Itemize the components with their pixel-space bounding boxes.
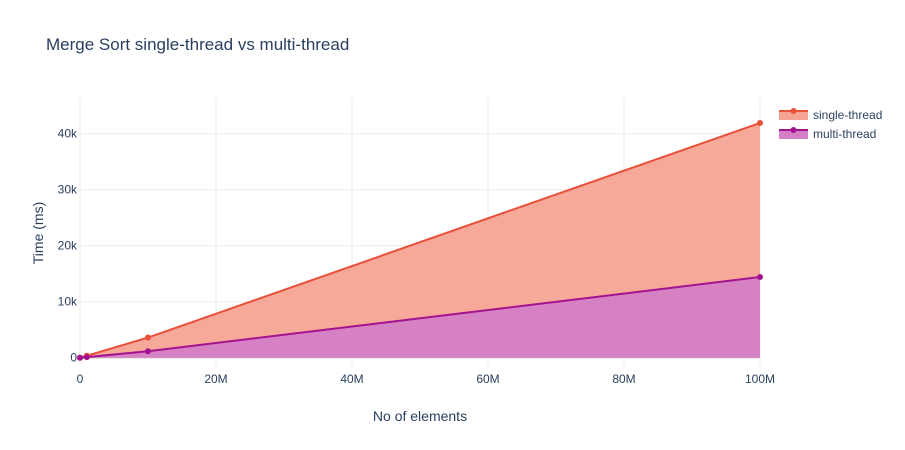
legend-marker bbox=[790, 108, 797, 114]
x-axis-title: No of elements bbox=[373, 408, 467, 424]
x-tick-label: 60M bbox=[476, 372, 499, 386]
data-point-single-thread[interactable] bbox=[757, 119, 763, 126]
legend-marker bbox=[790, 127, 797, 133]
x-tick-label: 0 bbox=[77, 372, 84, 386]
area-fill-multi-thread bbox=[80, 277, 760, 358]
series-lines bbox=[79, 122, 761, 359]
data-point-single-thread[interactable] bbox=[145, 334, 151, 341]
data-point-multi-thread[interactable] bbox=[757, 274, 763, 281]
y-tick-label: 20k bbox=[58, 239, 78, 253]
x-tick-label: 40M bbox=[340, 372, 363, 386]
y-tick-label: 0 bbox=[70, 351, 77, 365]
legend-swatch bbox=[779, 111, 808, 120]
x-tick-label: 20M bbox=[204, 372, 227, 386]
y-axis-title: Time (ms) bbox=[30, 202, 46, 264]
legend-item-multi-thread[interactable]: multi-thread bbox=[779, 127, 876, 141]
data-point-multi-thread[interactable] bbox=[77, 354, 83, 361]
legend-swatch bbox=[779, 130, 808, 139]
x-tick-label: 100M bbox=[745, 372, 775, 386]
data-points bbox=[77, 119, 763, 361]
legend-item-single-thread[interactable]: single-thread bbox=[779, 108, 882, 122]
legend[interactable]: single-thread multi-thread bbox=[779, 108, 882, 141]
y-axis-ticks: 0 10k 20k 30k 40k bbox=[58, 127, 78, 365]
x-tick-label: 80M bbox=[612, 372, 635, 386]
y-tick-label: 40k bbox=[58, 127, 78, 141]
x-axis-ticks: 0 20M 40M 60M 80M 100M bbox=[77, 372, 775, 386]
legend-label: single-thread bbox=[813, 108, 882, 122]
legend-label: multi-thread bbox=[813, 127, 876, 141]
area-fills bbox=[80, 122, 760, 358]
y-tick-label: 30k bbox=[58, 183, 78, 197]
chart-title: Merge Sort single-thread vs multi-thread bbox=[46, 35, 349, 54]
data-point-multi-thread[interactable] bbox=[145, 348, 151, 355]
data-point-multi-thread[interactable] bbox=[83, 354, 90, 361]
y-tick-label: 10k bbox=[58, 295, 78, 309]
series-line-multi-thread bbox=[79, 276, 761, 359]
